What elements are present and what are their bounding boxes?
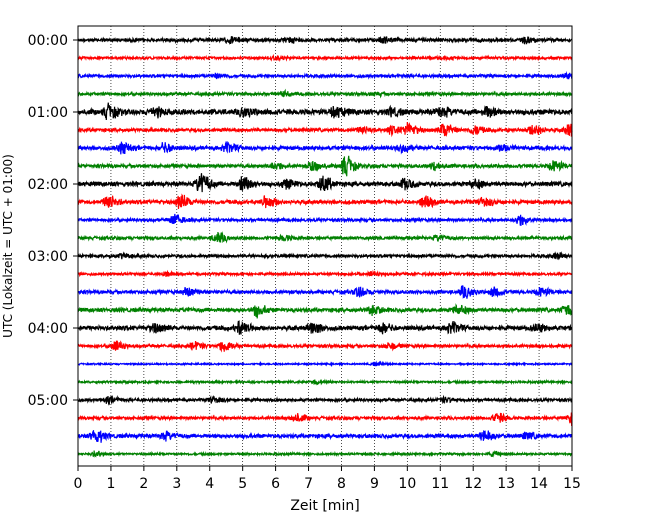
x-axis-label: Zeit [min]	[290, 498, 359, 514]
trace-0215	[77, 193, 573, 209]
trace-0445	[77, 378, 573, 386]
x-tick-label: 6	[271, 476, 280, 492]
trace-0300	[77, 251, 573, 261]
trace-0030	[77, 70, 573, 80]
y-tick-label: 04:00	[28, 321, 68, 337]
y-tick-label: 00:00	[28, 33, 68, 49]
x-tick-label: 5	[238, 476, 247, 492]
x-tick-label: 14	[530, 476, 548, 492]
trace-0015	[77, 53, 573, 63]
trace-0415	[77, 340, 573, 353]
trace-0145	[77, 155, 573, 177]
trace-0230	[77, 213, 573, 226]
y-tick-label: 01:00	[28, 105, 68, 121]
x-tick-label: 7	[304, 476, 313, 492]
trace-0530	[77, 430, 573, 443]
trace-0115	[77, 122, 573, 138]
trace-0315	[77, 269, 573, 278]
seismogram-traces	[77, 36, 573, 458]
trace-0130	[77, 141, 573, 155]
x-tick-label: 13	[497, 476, 515, 492]
x-tick-label: 9	[370, 476, 379, 492]
y-tick-label: 03:00	[28, 249, 68, 265]
x-tick-label: 4	[205, 476, 214, 492]
x-tick-label: 12	[464, 476, 482, 492]
x-tick-label: 11	[431, 476, 449, 492]
trace-0515	[77, 412, 573, 426]
x-tick-label: 10	[398, 476, 416, 492]
y-tick-label: 05:00	[28, 393, 68, 409]
x-tick-label: 3	[172, 476, 181, 492]
trace-0000	[77, 36, 573, 46]
x-tick-label: 2	[139, 476, 148, 492]
trace-0045	[77, 88, 573, 99]
grid-lines	[110, 26, 540, 466]
y-axis-label: UTC (Lokalzeit = UTC + 01:00)	[1, 154, 15, 338]
x-tick-label: 8	[337, 476, 346, 492]
trace-0200	[77, 173, 573, 193]
trace-0430	[77, 360, 573, 368]
trace-0100	[77, 102, 573, 120]
x-tick-label: 15	[563, 476, 581, 492]
y-axis-ticks: 00:00 01:00 02:00 03:00 04:00 05:00	[28, 33, 78, 409]
trace-0245	[77, 231, 573, 244]
trace-0400	[77, 319, 573, 335]
trace-0500	[77, 394, 573, 406]
plot-background	[78, 26, 572, 466]
trace-0345	[77, 303, 573, 319]
y-tick-label: 02:00	[28, 177, 68, 193]
plot-frame	[77, 25, 573, 467]
trace-0545	[77, 450, 573, 458]
trace-0330	[77, 285, 573, 299]
x-tick-label: 1	[106, 476, 115, 492]
x-axis-ticks: 0 1 2 3 4 5 6 7 8 9 10 11 12 13 14 15	[74, 466, 581, 492]
x-tick-label: 0	[74, 476, 83, 492]
